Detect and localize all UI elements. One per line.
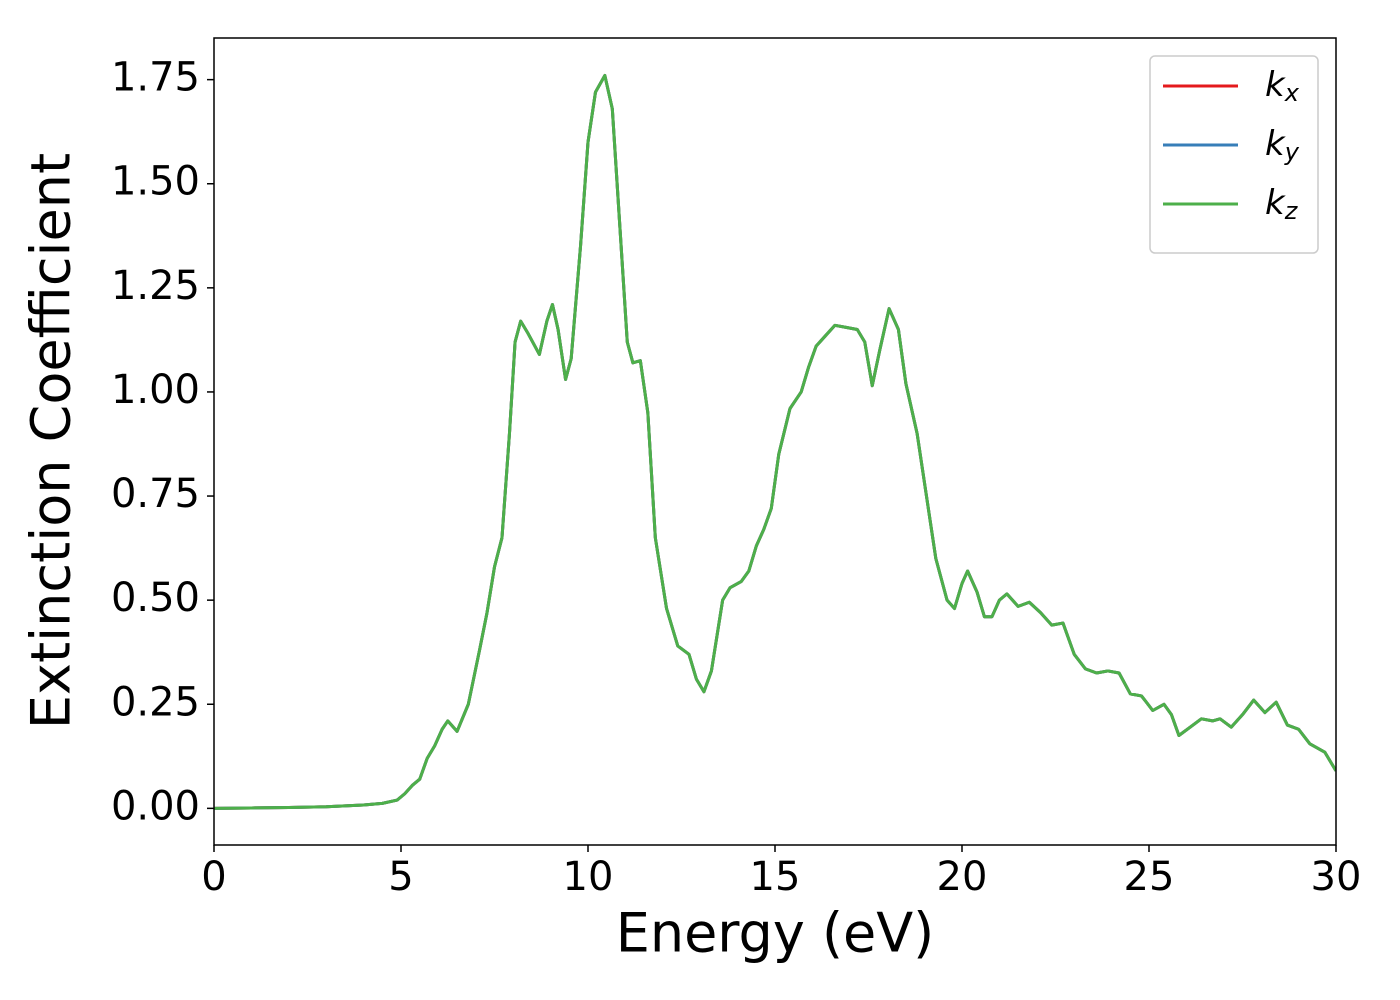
legend-label: ky [1265, 124, 1300, 167]
series-line [214, 73, 1336, 810]
legend-label: kx [1265, 65, 1300, 108]
legend-label: kz [1265, 183, 1299, 226]
y-tick-label: 1.50 [111, 159, 200, 205]
plot-frame [213, 37, 1337, 846]
x-tick-label: 20 [937, 854, 988, 900]
y-tick-label: 1.00 [111, 367, 200, 413]
x-tick-label: 15 [750, 854, 801, 900]
x-axis-label: Energy (eV) [616, 902, 935, 965]
x-tick-label: 5 [388, 854, 413, 900]
x-tick-label: 25 [1124, 854, 1175, 900]
y-tick-label: 0.25 [111, 679, 200, 725]
y-tick-label: 0.00 [111, 783, 200, 829]
x-tick-label: 10 [563, 854, 614, 900]
x-tick-label: 30 [1311, 854, 1362, 900]
y-tick-label: 1.25 [111, 263, 200, 309]
x-tick-label: 0 [201, 854, 226, 900]
y-tick-label: 0.50 [111, 575, 200, 621]
y-tick-label: 0.75 [111, 471, 200, 517]
y-tick-label: 1.75 [111, 55, 200, 101]
y-axis-label: Extinction Coefficient [20, 153, 83, 729]
